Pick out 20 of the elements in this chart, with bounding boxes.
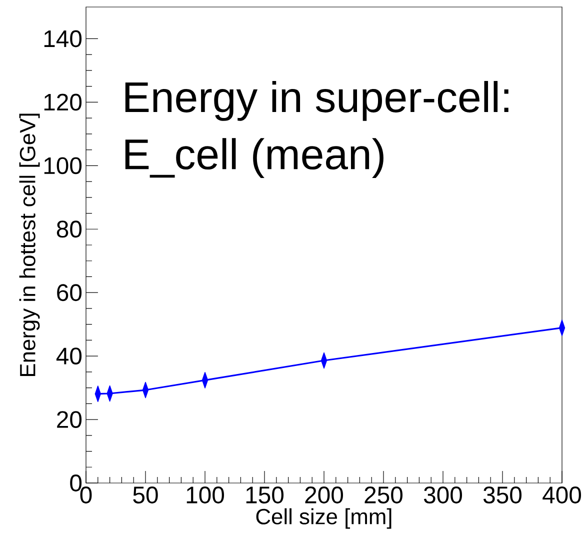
y-tick-label: 120	[44, 94, 82, 111]
x-tick-label: 250	[364, 486, 403, 504]
y-tick-label: 20	[57, 411, 82, 428]
y-tick-label: 60	[57, 284, 82, 302]
x-tick-label: 100	[186, 486, 224, 504]
x-tick-label: 300	[424, 486, 462, 504]
annotation: Energy in super-cell:	[125, 80, 508, 121]
y-axis-title: Energy in hottest cell [GeV]	[19, 114, 40, 376]
y-tick-label: 0	[70, 474, 82, 492]
x-tick-label: 400	[542, 486, 582, 504]
y-tick-label: 140	[44, 30, 82, 48]
x-tick-label: 350	[483, 486, 522, 504]
y-tick-label: 40	[56, 348, 82, 365]
y-tick-label: 80	[56, 220, 82, 238]
x-tick-label: 150	[246, 486, 284, 504]
x-tick-label: 50	[133, 486, 158, 504]
y-tick-label: 100	[44, 157, 82, 174]
x-tick-label: 200	[305, 486, 344, 504]
annotation: E_cell (mean)	[125, 138, 384, 178]
x-axis-title: Cell size [mm]	[256, 508, 392, 529]
